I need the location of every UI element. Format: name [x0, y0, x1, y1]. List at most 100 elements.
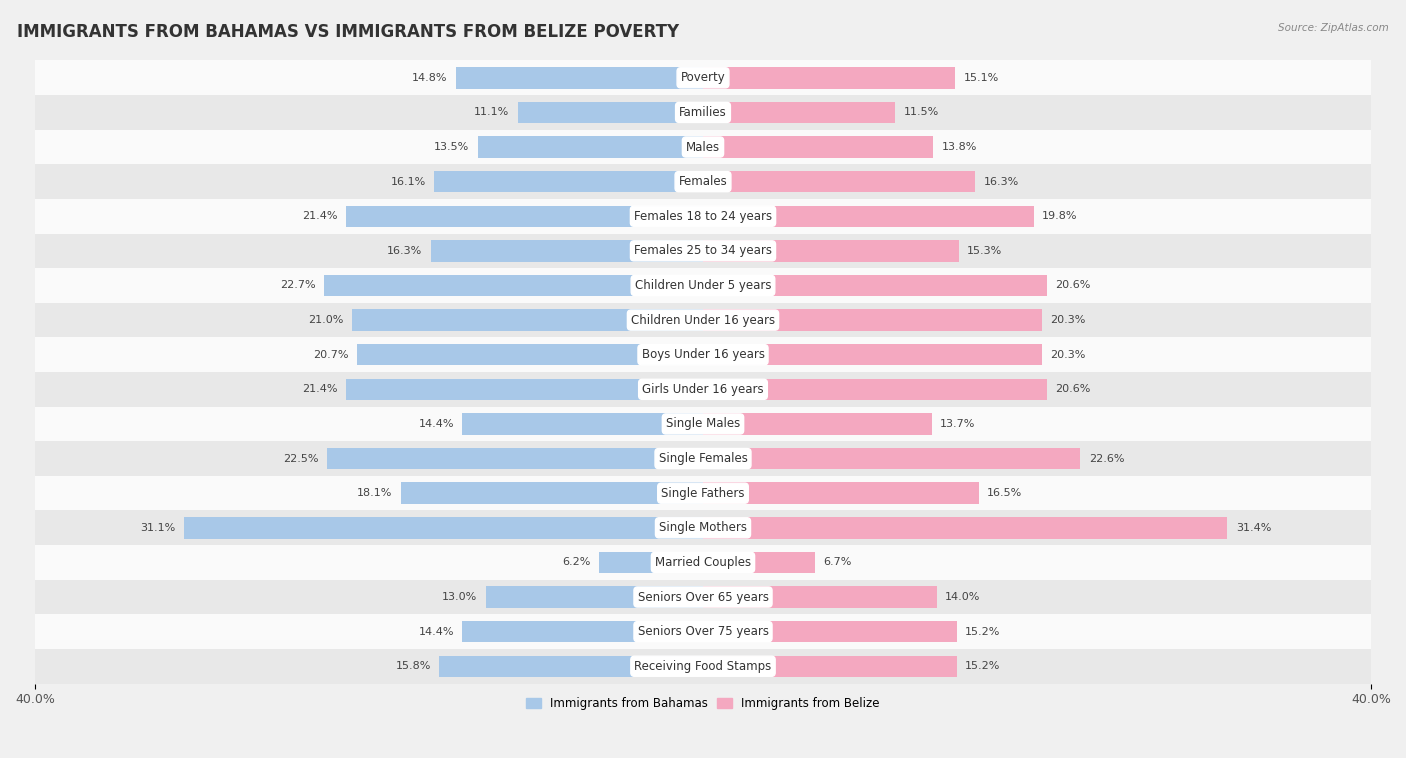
- Bar: [599, 552, 703, 573]
- Text: 16.1%: 16.1%: [391, 177, 426, 186]
- Bar: [35, 406, 1371, 441]
- Text: 22.5%: 22.5%: [284, 453, 319, 464]
- Bar: [35, 476, 1371, 510]
- Bar: [703, 413, 932, 434]
- Bar: [703, 552, 815, 573]
- Bar: [184, 517, 703, 538]
- Text: 19.8%: 19.8%: [1042, 211, 1077, 221]
- Text: 21.4%: 21.4%: [302, 384, 337, 394]
- Bar: [703, 517, 1227, 538]
- Bar: [486, 586, 703, 608]
- Text: Girls Under 16 years: Girls Under 16 years: [643, 383, 763, 396]
- Bar: [35, 130, 1371, 164]
- Bar: [35, 441, 1371, 476]
- Bar: [703, 67, 955, 89]
- Text: Seniors Over 65 years: Seniors Over 65 years: [637, 590, 769, 603]
- Text: 15.3%: 15.3%: [967, 246, 1002, 256]
- Text: Married Couples: Married Couples: [655, 556, 751, 569]
- Text: 14.4%: 14.4%: [419, 627, 454, 637]
- Text: 20.3%: 20.3%: [1050, 315, 1085, 325]
- Text: 21.0%: 21.0%: [308, 315, 344, 325]
- Text: 15.2%: 15.2%: [965, 661, 1001, 672]
- Text: 14.8%: 14.8%: [412, 73, 447, 83]
- Text: Poverty: Poverty: [681, 71, 725, 84]
- Text: 18.1%: 18.1%: [357, 488, 392, 498]
- Text: Source: ZipAtlas.com: Source: ZipAtlas.com: [1278, 23, 1389, 33]
- Bar: [703, 344, 1042, 365]
- Text: IMMIGRANTS FROM BAHAMAS VS IMMIGRANTS FROM BELIZE POVERTY: IMMIGRANTS FROM BAHAMAS VS IMMIGRANTS FR…: [17, 23, 679, 41]
- Bar: [703, 205, 1033, 227]
- Bar: [35, 649, 1371, 684]
- Bar: [434, 171, 703, 193]
- Bar: [35, 164, 1371, 199]
- Text: 16.3%: 16.3%: [387, 246, 422, 256]
- Text: 14.0%: 14.0%: [945, 592, 980, 602]
- Bar: [478, 136, 703, 158]
- Text: Single Males: Single Males: [666, 418, 740, 431]
- Text: 11.5%: 11.5%: [904, 108, 939, 117]
- Bar: [430, 240, 703, 262]
- Text: 31.4%: 31.4%: [1236, 523, 1271, 533]
- Bar: [703, 309, 1042, 330]
- Text: 11.1%: 11.1%: [474, 108, 509, 117]
- Text: Receiving Food Stamps: Receiving Food Stamps: [634, 659, 772, 673]
- Bar: [463, 621, 703, 642]
- Text: 15.8%: 15.8%: [395, 661, 430, 672]
- Bar: [35, 61, 1371, 95]
- Text: 21.4%: 21.4%: [302, 211, 337, 221]
- Text: 16.5%: 16.5%: [987, 488, 1022, 498]
- Bar: [35, 510, 1371, 545]
- Bar: [703, 136, 934, 158]
- Bar: [456, 67, 703, 89]
- Text: Single Fathers: Single Fathers: [661, 487, 745, 500]
- Bar: [357, 344, 703, 365]
- Bar: [703, 378, 1047, 400]
- Text: 13.5%: 13.5%: [434, 142, 470, 152]
- Text: Females 18 to 24 years: Females 18 to 24 years: [634, 210, 772, 223]
- Bar: [353, 309, 703, 330]
- Text: 13.0%: 13.0%: [443, 592, 478, 602]
- Bar: [703, 171, 976, 193]
- Bar: [35, 580, 1371, 614]
- Bar: [35, 545, 1371, 580]
- Text: Families: Families: [679, 106, 727, 119]
- Text: Single Mothers: Single Mothers: [659, 522, 747, 534]
- Bar: [703, 240, 959, 262]
- Bar: [439, 656, 703, 677]
- Text: Seniors Over 75 years: Seniors Over 75 years: [637, 625, 769, 638]
- Text: 20.6%: 20.6%: [1056, 384, 1091, 394]
- Bar: [703, 621, 957, 642]
- Bar: [35, 372, 1371, 406]
- Bar: [346, 205, 703, 227]
- Bar: [35, 302, 1371, 337]
- Text: Boys Under 16 years: Boys Under 16 years: [641, 348, 765, 362]
- Bar: [35, 614, 1371, 649]
- Text: 6.2%: 6.2%: [562, 557, 591, 568]
- Bar: [35, 233, 1371, 268]
- Bar: [35, 268, 1371, 302]
- Text: Males: Males: [686, 140, 720, 154]
- Bar: [703, 586, 936, 608]
- Bar: [517, 102, 703, 123]
- Bar: [703, 102, 896, 123]
- Text: 20.7%: 20.7%: [314, 349, 349, 360]
- Bar: [323, 274, 703, 296]
- Bar: [401, 482, 703, 504]
- Text: Females: Females: [679, 175, 727, 188]
- Bar: [328, 448, 703, 469]
- Bar: [463, 413, 703, 434]
- Bar: [703, 274, 1047, 296]
- Text: 20.6%: 20.6%: [1056, 280, 1091, 290]
- Legend: Immigrants from Bahamas, Immigrants from Belize: Immigrants from Bahamas, Immigrants from…: [522, 693, 884, 715]
- Bar: [35, 95, 1371, 130]
- Text: Children Under 16 years: Children Under 16 years: [631, 314, 775, 327]
- Bar: [703, 448, 1080, 469]
- Text: 13.8%: 13.8%: [942, 142, 977, 152]
- Bar: [703, 482, 979, 504]
- Text: 16.3%: 16.3%: [984, 177, 1019, 186]
- Text: 14.4%: 14.4%: [419, 419, 454, 429]
- Text: Children Under 5 years: Children Under 5 years: [634, 279, 772, 292]
- Text: 15.1%: 15.1%: [963, 73, 998, 83]
- Text: 22.7%: 22.7%: [280, 280, 315, 290]
- Bar: [35, 337, 1371, 372]
